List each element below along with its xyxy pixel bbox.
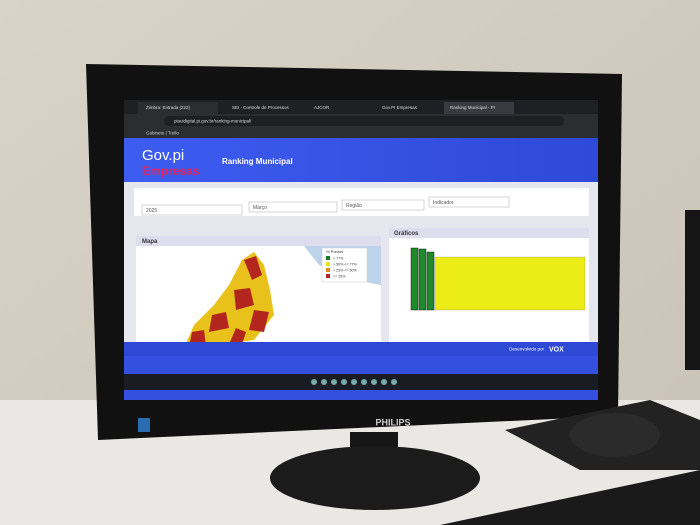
filter[interactable] (428, 196, 510, 208)
tab-label: AJCOR (314, 105, 330, 110)
tab-label: SEI - Controle de Processos (232, 105, 290, 110)
tab-label: Gov.PI Empresas (382, 105, 418, 110)
legend-swatch (326, 268, 330, 272)
site-footer (124, 342, 598, 356)
legend-label: > 77% (333, 256, 344, 260)
tab-active[interactable] (444, 102, 514, 114)
page-title: Ranking Municipal (222, 157, 293, 166)
legend-label: > 50% <= 77% (333, 262, 357, 266)
chart-bars (410, 247, 586, 311)
map-panel-header (136, 236, 381, 246)
logo-top: Gov.pi (142, 147, 184, 164)
keyboard (440, 470, 700, 525)
address-bar[interactable] (164, 116, 564, 126)
site-header (124, 138, 598, 182)
filter[interactable] (341, 199, 425, 211)
legend-label: > 25% <= 50% (333, 268, 357, 272)
monitor-brand: PHILIPS (375, 417, 410, 427)
filter-value: 2025 (146, 208, 157, 214)
taskbar-icons (311, 379, 397, 385)
footer-brand: VOX (549, 346, 564, 353)
filter[interactable] (141, 204, 243, 216)
tab[interactable] (138, 102, 218, 114)
filter-value: Região (346, 203, 362, 209)
tab-label: Ranking Municipal - PI (450, 105, 495, 110)
legend-title: % Pontos (326, 249, 343, 254)
legend-swatch (326, 256, 330, 260)
stand-base (270, 446, 480, 510)
legend-label: <= 25% (333, 274, 346, 278)
screen: Zimbra: Entrada (222) SEI - Controle de … (124, 100, 598, 400)
filter-value: Março (253, 205, 267, 211)
mouse (570, 413, 660, 457)
logo-bottom: Empresas (142, 164, 200, 178)
second-monitor (685, 210, 700, 370)
legend-swatch (326, 274, 330, 278)
chart-panel-header (389, 228, 589, 238)
filter-value: Indicador (433, 200, 454, 206)
filter[interactable] (248, 201, 338, 213)
map-title: Mapa (142, 239, 158, 245)
energy-sticker (138, 418, 150, 432)
bookmark[interactable]: Gabinete | Trello (146, 131, 179, 136)
legend-swatch (326, 262, 330, 266)
url: piauidigital.pi.gov.br/ranking-municipal… (174, 119, 252, 124)
bookmarks-bar (124, 128, 598, 138)
chart-title: Gráficos (394, 231, 419, 237)
tab-label: Zimbra: Entrada (222) (146, 105, 191, 110)
footer-credit: Desenvolvido por (509, 347, 544, 352)
